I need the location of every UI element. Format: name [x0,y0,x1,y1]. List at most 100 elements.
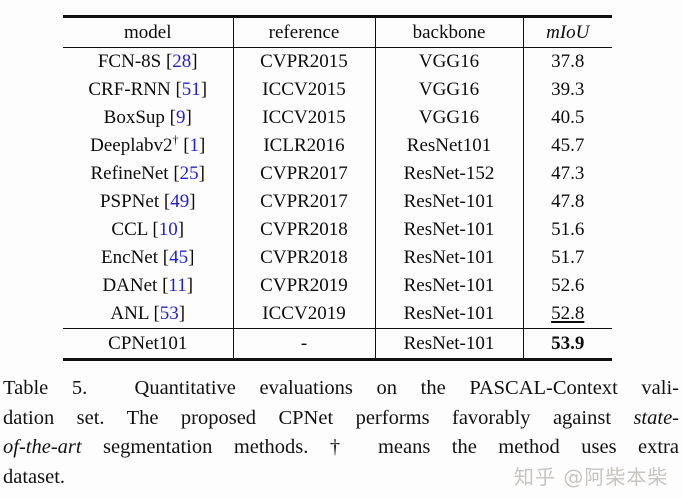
backbone-cell: ResNet-101 [374,188,523,216]
backbone-cell: ResNet-152 [374,160,523,188]
citation-link[interactable]: 10 [158,219,178,240]
miou-value: 47.3 [551,163,585,184]
model-cell: Deeplabv2† [1] [90,132,206,156]
column-header-model: model [63,16,233,48]
model-name: DANet [102,275,158,296]
backbone-cell: ResNet-101 [374,300,523,329]
citation-link[interactable]: 11 [168,275,187,296]
miou-value: 52.8 [551,303,585,324]
watermark: 知乎 @阿柴本柴 [514,465,669,489]
model-cell: EncNet [45] [101,247,195,268]
model-name: CPNet101 [108,332,188,354]
reference-cell: CVPR2018 [232,216,375,244]
reference-cell: - [232,328,375,360]
miou-value: 53.9 [551,332,585,354]
miou-cell: 52.8 [522,300,612,329]
results-table: model reference backbone mIoU FCN-8S [28… [63,15,612,361]
backbone-cell: VGG16 [374,47,523,76]
miou-value: 51.6 [551,219,585,240]
model-name: CCL [111,219,148,240]
backbone-cell: ResNet-101 [374,328,523,360]
miou-value: 45.7 [551,135,585,156]
caption-text: dataset. [3,465,66,488]
reference-cell: CVPR2017 [232,160,375,188]
column-header-backbone: backbone [374,16,523,48]
table-header: model reference backbone mIoU [63,16,612,48]
miou-value: 52.6 [551,275,585,296]
reference-cell: CVPR2018 [232,244,375,272]
backbone-cell: ResNet-101 [374,244,523,272]
dagger-mark: † [172,132,179,147]
backbone-cell: VGG16 [374,76,523,104]
citation-link[interactable]: 25 [179,163,199,184]
backbone-cell: VGG16 [374,104,523,132]
model-cell: ANL [53] [110,303,186,324]
miou-value: 47.8 [551,191,585,212]
citation-link[interactable]: 49 [170,191,190,212]
miou-value: 39.3 [551,79,585,100]
caption-text: Table 5. Quantitative evaluations on the… [3,377,679,399]
model-cell: PSPNet [49] [99,191,196,212]
reference-cell: CVPR2019 [232,272,375,300]
caption-text: dation set. The proposed CPNet performs … [3,406,634,429]
caption-line: Table 5. Quantitative evaluations on the… [3,374,679,404]
citation-link[interactable]: 28 [172,51,192,72]
model-name: CRF-RNN [88,79,171,100]
table-row: CCL [10] CVPR2018 ResNet-101 51.6 [63,216,612,244]
model-cell: RefineNet [25] [90,163,205,184]
caption-line: dataset. [3,463,679,493]
backbone-cell: ResNet101 [374,132,523,160]
reference-cell: ICCV2015 [232,76,375,104]
model-cell: CCL [10] [111,219,185,240]
citation-link[interactable]: 9 [176,107,186,128]
miou-cell: 37.8 [522,47,612,76]
miou-cell: 47.8 [522,188,612,216]
table-row: ANL [53] ICCV2019 ResNet-101 52.8 [63,300,612,329]
model-name: BoxSup [103,107,165,128]
citation-link[interactable]: 45 [169,247,189,268]
table-row: FCN-8S [28] CVPR2015 VGG16 37.8 [63,47,612,76]
table-row: PSPNet [49] CVPR2017 ResNet-101 47.8 [63,188,612,216]
model-cell: CRF-RNN [51] [88,79,208,100]
backbone-cell: ResNet-101 [374,272,523,300]
miou-value: 40.5 [551,107,585,128]
citation-link[interactable]: 53 [159,303,179,324]
miou-cell: 53.9 [522,328,612,360]
model-cell: FCN-8S [28] [97,51,198,72]
miou-cell: 40.5 [522,104,612,132]
table-row: CPNet101 - ResNet-101 53.9 [63,328,612,360]
reference-cell: ICCV2019 [232,300,375,329]
miou-cell: 39.3 [522,76,612,104]
miou-cell: 47.3 [522,160,612,188]
miou-cell: 52.6 [522,272,612,300]
model-name: FCN-8S [97,51,162,72]
model-name: ANL [110,303,149,324]
caption-italic-text: of-the-art [3,436,82,458]
table-body: FCN-8S [28] CVPR2015 VGG16 37.8 CRF-RNN [51]… [63,47,612,360]
table-row: CRF-RNN [51] ICCV2015 VGG16 39.3 [63,76,612,104]
column-header-reference: reference [232,16,375,48]
backbone-cell: ResNet-101 [374,216,523,244]
table-row: BoxSup [9] ICCV2015 VGG16 40.5 [63,104,612,132]
caption-line: of-the-art segmentation methods. † means… [3,433,679,463]
model-cell: BoxSup [9] [103,107,192,128]
citation-link[interactable]: 51 [181,79,201,100]
column-header-miou: mIoU [522,16,612,48]
miou-cell: 51.6 [522,216,612,244]
citation-link[interactable]: 1 [189,135,200,156]
table-row: RefineNet [25] CVPR2017 ResNet-152 47.3 [63,160,612,188]
miou-cell: 51.7 [522,244,612,272]
table-caption: Table 5. Quantitative evaluations on the… [3,374,679,492]
model-cell: DANet [11] [102,275,194,296]
model-cell: CPNet101 [63,328,233,360]
table-row: EncNet [45] CVPR2018 ResNet-101 51.7 [63,244,612,272]
reference-cell: CVPR2015 [232,47,375,76]
reference-cell: ICCV2015 [232,104,375,132]
model-name: Deeplabv2 [90,135,173,156]
caption-line: dation set. The proposed CPNet performs … [3,404,679,434]
reference-cell: CVPR2017 [232,188,375,216]
miou-value: 51.7 [551,247,585,268]
table-row: Deeplabv2† [1] ICLR2016 ResNet101 45.7 [63,132,612,160]
reference-cell: ICLR2016 [232,132,375,160]
